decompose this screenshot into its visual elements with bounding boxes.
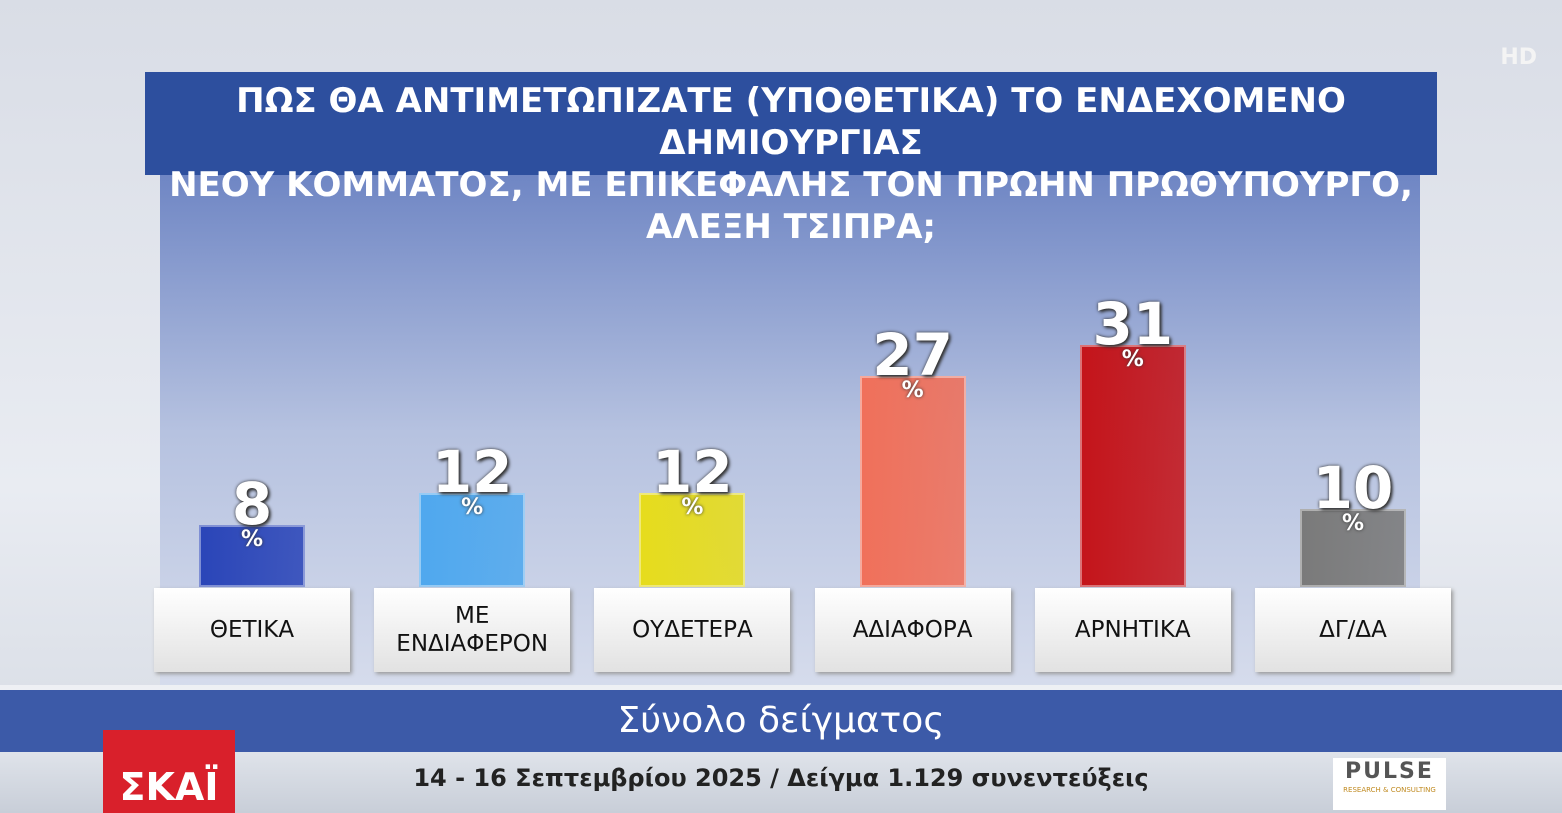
bar — [1300, 509, 1406, 587]
title-line: ΝΕΟΥ ΚΟΜΜΑΤΟΣ, ΜΕ ΕΠΙΚΕΦΑΛΗΣ ΤΟΝ ΠΡΩΗΝ Π… — [169, 165, 1413, 247]
pollster-tagline: RESEARCH & CONSULTING — [1343, 786, 1436, 794]
floor — [0, 685, 1562, 691]
bar — [859, 376, 966, 587]
bar — [639, 493, 746, 587]
category-label: ΑΡΝΗΤΙΚΑ — [1074, 617, 1191, 643]
value-label: 31 — [1092, 290, 1174, 359]
category-box: ΜΕ ΕΝΔΙΑΦΕΡΟΝ — [374, 588, 571, 672]
category-label: ΟΥΔΕΤΕΡΑ — [632, 617, 753, 643]
value-unit: % — [240, 526, 264, 552]
category-label: ΔΓ/ΔΑ — [1319, 617, 1387, 643]
value-label: 12 — [431, 438, 513, 507]
title-line: ΠΩΣ ΘΑ ΑΝΤΙΜΕΤΩΠΙΖΑΤΕ (ΥΠΟΘΕΤΙΚΑ) ΤΟ ΕΝΔ… — [236, 81, 1346, 163]
pollster-name: PULSE — [1345, 759, 1434, 784]
bar — [1079, 345, 1186, 587]
category-box: ΟΥΔΕΤΕΡΑ — [594, 588, 791, 672]
value-unit: % — [461, 495, 484, 521]
value-unit: % — [901, 378, 924, 404]
value-label: 12 — [652, 438, 733, 507]
category-label: ΘΕΤΙΚΑ — [209, 617, 295, 643]
title-box: ΠΩΣ ΘΑ ΑΝΤΙΜΕΤΩΠΙΖΑΤΕ (ΥΠΟΘΕΤΙΚΑ) ΤΟ ΕΝΔ… — [145, 72, 1437, 247]
bar — [199, 524, 305, 587]
value-unit: % — [681, 495, 704, 521]
category-label: ΜΕ ΕΝΔΙΑΦΕΡΟΝ — [396, 603, 549, 657]
bar — [419, 493, 526, 587]
category-box: ΔΓ/ΔΑ — [1255, 588, 1451, 672]
footnote: 14 - 16 Σεπτεμβρίου 2025 / Δείγμα 1.129 … — [0, 752, 1562, 813]
category-box: ΑΔΙΑΦΟΡΑ — [814, 588, 1011, 672]
subtitle: Σύνολο δείγματος — [0, 690, 1562, 752]
category-box: ΑΡΝΗΤΙΚΑ — [1034, 588, 1231, 672]
channel-logo: ΣΚΑΪ — [103, 730, 235, 813]
value-label: 8 — [231, 469, 273, 538]
value-unit: % — [1341, 511, 1365, 536]
category-box: ΘΕΤΙΚΑ — [154, 588, 350, 672]
category-label: ΑΔΙΑΦΟΡΑ — [852, 617, 973, 643]
pollster-logo: PULSE RESEARCH & CONSULTING — [1333, 758, 1446, 810]
hd-badge: HD — [1500, 45, 1537, 70]
value-label: 27 — [872, 321, 953, 390]
value-label: 10 — [1312, 454, 1394, 522]
value-unit: % — [1121, 347, 1144, 373]
